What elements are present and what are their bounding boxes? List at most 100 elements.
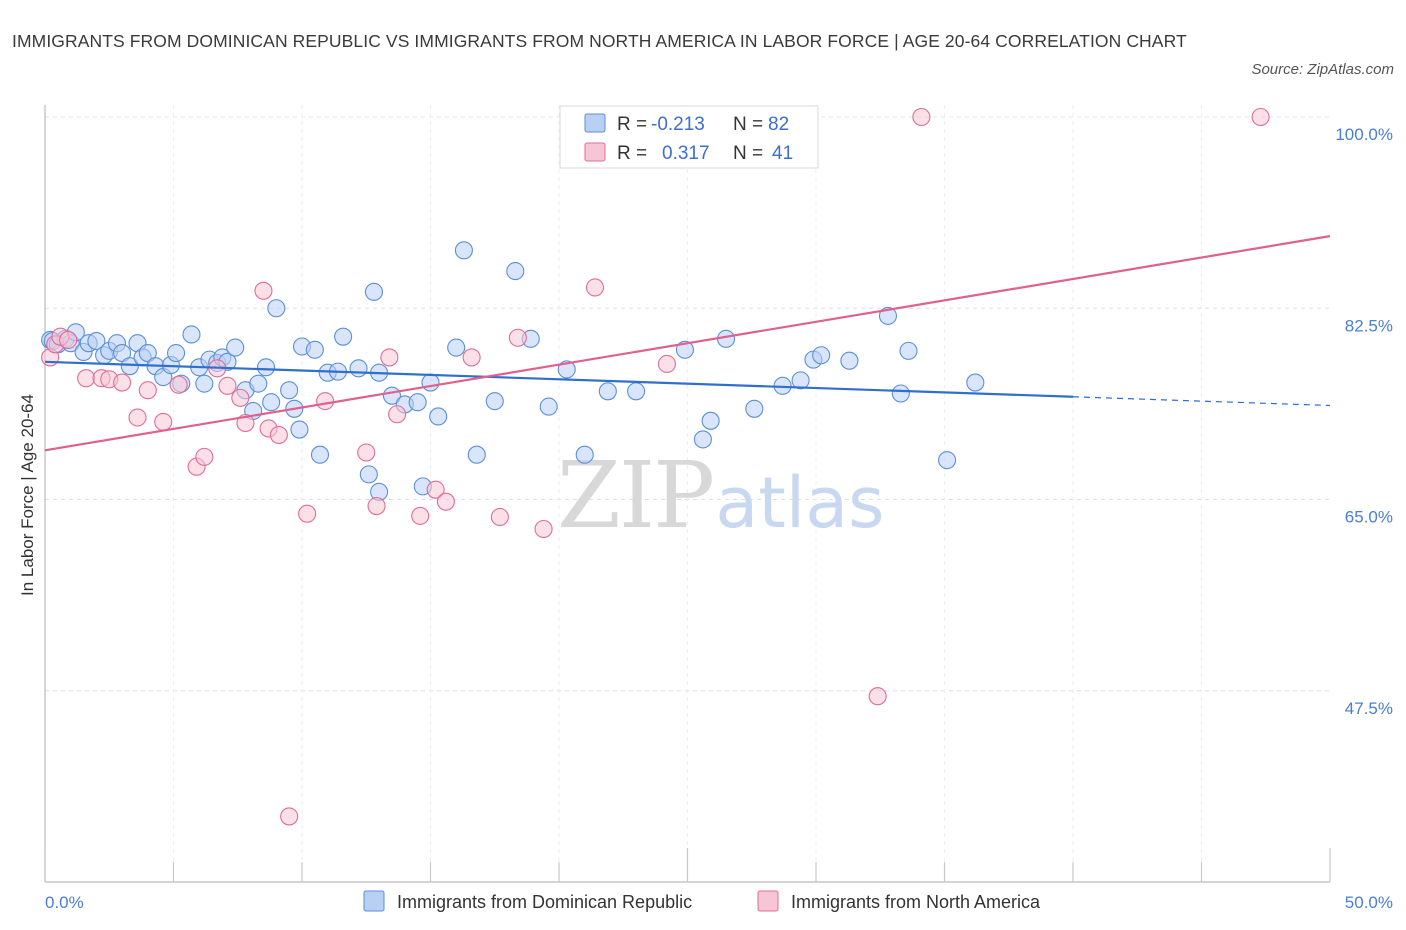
point-dominican: [256, 358, 276, 377]
legend-swatch-north-america: [584, 142, 606, 162]
point-dominican: [454, 241, 473, 260]
point-north-america: [411, 506, 430, 525]
bottom-legend-label-dominican: Immigrants from Dominican Republic: [397, 892, 692, 912]
point-dominican: [878, 306, 898, 325]
point-dominican: [305, 340, 324, 359]
point-north-america: [534, 519, 553, 539]
bottom-legend-swatch-north-america: [757, 890, 779, 912]
point-north-america: [128, 408, 147, 427]
point-north-america: [436, 492, 455, 511]
x-tick-label-max: 50.0%: [1345, 893, 1393, 912]
point-north-america: [231, 388, 250, 407]
point-dominican: [598, 382, 617, 401]
y-axis-title: In Labor Force | Age 20-64: [18, 394, 37, 596]
legend-n-value-north-america: 41: [772, 143, 793, 164]
legend-n-value-dominican: 82: [768, 114, 789, 135]
point-dominican: [429, 407, 448, 426]
point-dominican: [506, 262, 525, 281]
point-north-america: [462, 348, 481, 367]
y-tick-label: 47.5%: [1345, 699, 1393, 718]
point-north-america: [380, 348, 399, 367]
point-north-america: [113, 373, 132, 392]
legend-r-value-north-america: 0.317: [662, 143, 710, 164]
top-legend: R = -0.213 N = 82 R = 0.317 N = 41: [559, 105, 819, 169]
watermark: ZIP atlas: [557, 442, 885, 549]
point-north-america: [1251, 107, 1270, 127]
point-dominican: [408, 393, 427, 412]
legend-swatch-dominican: [584, 113, 606, 133]
point-dominican: [195, 374, 214, 393]
point-dominican: [899, 341, 918, 360]
point-dominican: [310, 445, 330, 464]
point-north-america: [254, 281, 273, 300]
point-north-america: [508, 328, 527, 347]
trend-line-north-america: [44, 235, 1331, 452]
point-dominican: [966, 373, 985, 392]
point-dominican: [627, 382, 646, 401]
y-tick-labels: 100.0% 82.5% 65.0% 47.5%: [1335, 125, 1393, 718]
point-north-america: [169, 375, 188, 394]
y-tick-label: 65.0%: [1345, 508, 1393, 527]
y-tick-label: 82.5%: [1345, 316, 1393, 335]
point-dominican: [485, 392, 504, 411]
legend-n-label: N =: [733, 143, 763, 164]
point-north-america: [298, 504, 317, 523]
point-north-america: [269, 425, 288, 445]
point-dominican: [675, 340, 694, 359]
point-dominican: [364, 282, 384, 301]
point-dominican: [421, 373, 440, 392]
point-dominican: [557, 360, 576, 379]
point-north-america: [657, 354, 676, 374]
point-dominican: [791, 371, 810, 390]
point-north-america: [138, 381, 157, 400]
point-dominican: [226, 338, 245, 357]
point-north-america: [154, 412, 173, 431]
legend-n-label: N =: [733, 114, 763, 135]
point-dominican: [290, 420, 309, 439]
trend-line-dominican-extension: [1072, 396, 1331, 407]
y-tick-label: 100.0%: [1335, 125, 1393, 144]
point-north-america: [218, 376, 237, 395]
bottom-legend-label-north-america: Immigrants from North America: [791, 892, 1041, 912]
watermark-atlas: atlas: [715, 462, 884, 544]
legend-r-value-dominican: -0.213: [651, 114, 705, 135]
point-dominican: [182, 325, 201, 344]
legend-r-label: R =: [617, 114, 647, 135]
point-dominican: [447, 338, 466, 357]
point-north-america: [316, 392, 335, 411]
point-dominican: [701, 411, 720, 430]
x-axis-ticks: [44, 848, 1331, 882]
point-north-america: [367, 497, 386, 516]
point-north-america: [868, 687, 887, 706]
point-dominican: [812, 346, 831, 365]
legend-r-label: R =: [617, 143, 647, 164]
point-dominican: [938, 451, 957, 470]
point-north-america: [490, 507, 509, 527]
bottom-legend: Immigrants from Dominican Republic Immig…: [363, 890, 1041, 912]
point-dominican: [891, 384, 910, 403]
point-north-america: [77, 369, 96, 388]
point-dominican: [349, 359, 368, 378]
bottom-legend-swatch-dominican: [363, 890, 385, 912]
point-north-america: [585, 278, 605, 297]
x-tick-label-min: 0.0%: [45, 893, 84, 912]
point-dominican: [575, 445, 594, 464]
point-north-america: [195, 447, 214, 466]
point-north-america: [912, 107, 931, 127]
point-dominican: [267, 299, 286, 318]
point-north-america: [280, 807, 299, 826]
point-dominican: [120, 357, 139, 376]
point-dominican: [539, 397, 558, 416]
point-dominican: [693, 430, 712, 449]
point-north-america: [59, 330, 78, 349]
point-north-america: [388, 405, 407, 424]
point-dominican: [249, 374, 268, 393]
point-north-america: [426, 480, 445, 499]
chart-source: Source: ZipAtlas.com: [1251, 61, 1394, 78]
point-north-america: [236, 413, 255, 433]
point-dominican: [467, 445, 486, 464]
point-north-america: [357, 443, 376, 462]
point-dominican: [262, 393, 281, 412]
point-dominican: [745, 399, 764, 418]
